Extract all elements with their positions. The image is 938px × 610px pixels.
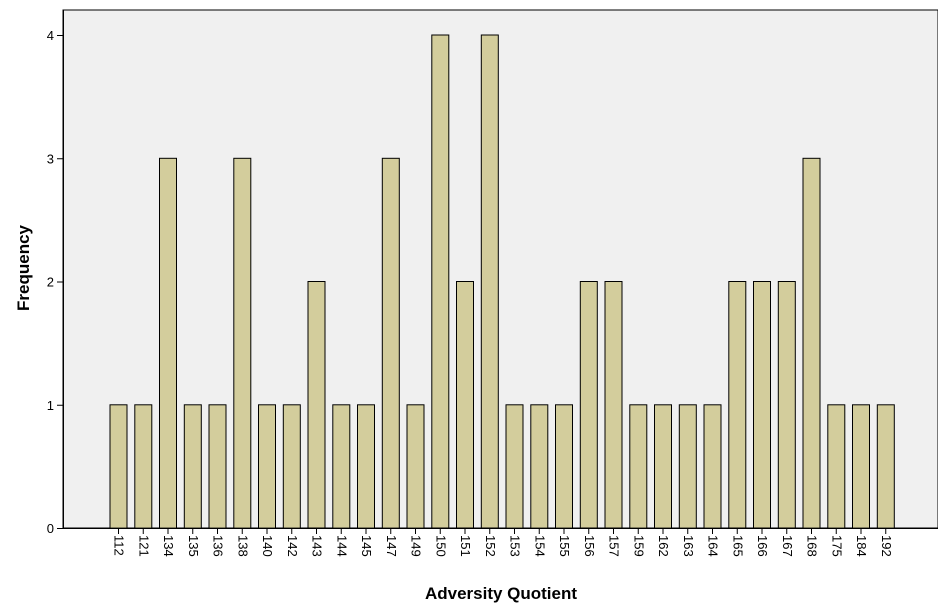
bar-153 <box>505 404 524 529</box>
x-tick-label: 165 <box>730 535 745 557</box>
bar-142 <box>282 404 301 529</box>
x-tick-label: 138 <box>235 535 250 557</box>
bar-149 <box>406 404 425 529</box>
bar-135 <box>183 404 202 529</box>
x-tick-label: 121 <box>136 535 151 557</box>
bars-group <box>109 34 895 529</box>
x-tick-label: 144 <box>334 535 349 557</box>
bar-166 <box>753 281 771 529</box>
bar-112 <box>109 404 128 529</box>
bar-168 <box>802 157 821 529</box>
bar-192 <box>876 404 895 529</box>
x-ticks-group: 112 121 134 135 136 138 140 142 143 144 145 147 149 1… <box>112 528 894 557</box>
x-tick-label: 157 <box>607 535 622 557</box>
x-tick-label: 164 <box>706 535 721 557</box>
bar-121 <box>134 404 153 529</box>
x-tick-label: 112 <box>112 535 127 556</box>
x-tick-label: 162 <box>656 535 671 557</box>
y-tick-label: 3 <box>47 151 54 166</box>
x-tick-label: 142 <box>285 535 300 557</box>
x-tick-label: 175 <box>829 535 844 557</box>
y-ticks-group: 0 1 2 3 4 <box>47 28 63 536</box>
bar-155 <box>555 404 573 529</box>
bar-184 <box>852 404 870 529</box>
x-tick-label: 140 <box>260 535 275 557</box>
bar-157 <box>604 281 623 529</box>
y-tick-label: 0 <box>47 521 54 536</box>
x-tick-label: 184 <box>854 535 869 557</box>
x-tick-label: 167 <box>780 535 795 557</box>
x-tick-label: 151 <box>458 535 473 557</box>
x-tick-label: 154 <box>532 535 547 557</box>
x-tick-label: 166 <box>755 535 770 557</box>
x-tick-label: 159 <box>631 535 646 557</box>
x-tick-label: 136 <box>211 535 226 557</box>
x-tick-label: 155 <box>557 535 572 557</box>
bar-154 <box>530 404 549 529</box>
y-axis-title: Frequency <box>14 224 33 311</box>
bar-156 <box>579 281 598 529</box>
bar-144 <box>332 404 351 529</box>
bar-163 <box>678 404 697 529</box>
x-axis-title: Adversity Quotient <box>425 584 577 603</box>
x-tick-label: 163 <box>681 535 696 557</box>
bar-159 <box>629 404 648 529</box>
bar-145 <box>357 404 375 529</box>
x-tick-label: 135 <box>186 535 201 557</box>
bar-136 <box>208 404 227 529</box>
bar-152 <box>480 34 499 529</box>
bar-175 <box>827 404 846 529</box>
x-tick-label: 152 <box>483 535 498 557</box>
x-tick-label: 149 <box>409 535 424 557</box>
x-tick-label: 147 <box>384 535 399 557</box>
bar-143 <box>307 281 326 529</box>
bar-134 <box>159 157 177 529</box>
y-tick-label: 1 <box>47 398 54 413</box>
bar-162 <box>654 404 672 529</box>
bar-147 <box>381 157 400 529</box>
x-tick-label: 153 <box>508 535 523 557</box>
bar-140 <box>258 404 276 529</box>
bar-164 <box>703 404 722 529</box>
y-tick-label: 4 <box>47 28 54 43</box>
bar-138 <box>233 157 252 529</box>
y-tick-label: 2 <box>47 275 54 290</box>
x-tick-label: 156 <box>582 535 597 557</box>
x-tick-label: 192 <box>879 535 894 557</box>
bar-165 <box>728 281 747 529</box>
x-tick-label: 145 <box>359 535 374 557</box>
x-tick-label: 150 <box>433 535 448 557</box>
x-tick-label: 134 <box>161 535 176 557</box>
x-tick-label: 143 <box>310 535 325 557</box>
bar-167 <box>777 281 796 529</box>
x-tick-label: 168 <box>805 535 820 557</box>
bar-150 <box>431 34 450 529</box>
bar-151 <box>456 281 474 529</box>
